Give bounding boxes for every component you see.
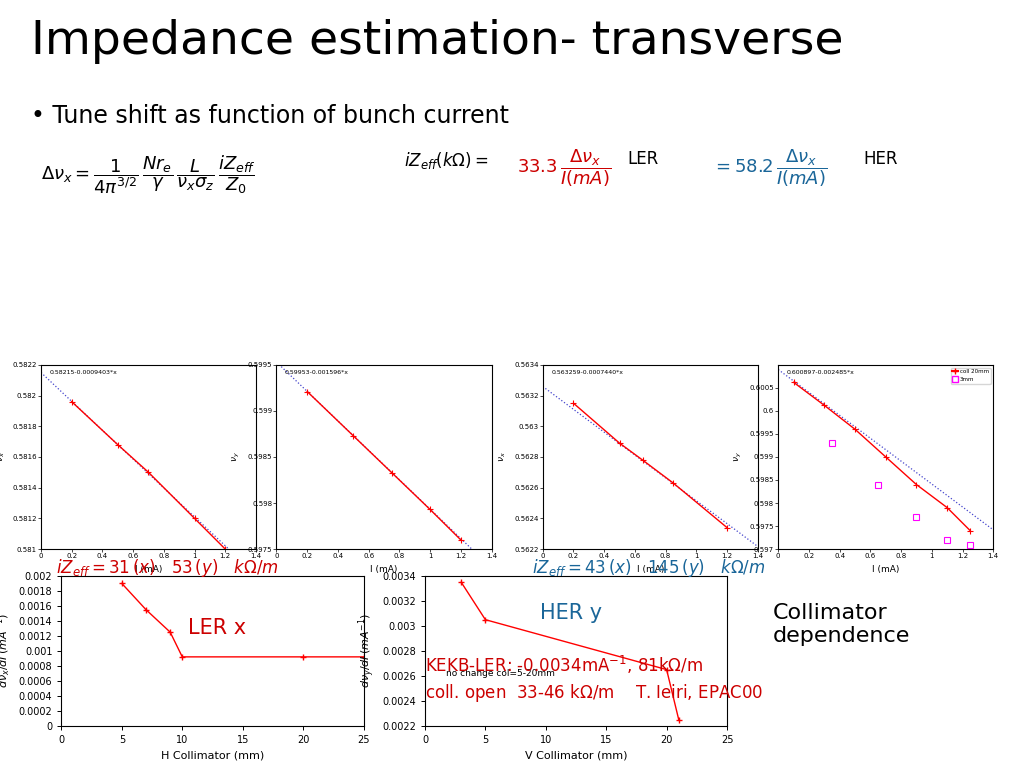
Text: 0.600897-0.002485*x: 0.600897-0.002485*x <box>786 370 855 376</box>
Text: $33.3\,\dfrac{\Delta\nu_x}{I(mA)}$: $33.3\,\dfrac{\Delta\nu_x}{I(mA)}$ <box>517 147 611 189</box>
Text: HER y: HER y <box>540 603 602 623</box>
Text: $iZ_{eff}(k\Omega) = $: $iZ_{eff}(k\Omega) = $ <box>404 150 489 170</box>
Y-axis label: $\nu_x$: $\nu_x$ <box>0 452 6 462</box>
Legend: coll 20mm, 3mm: coll 20mm, 3mm <box>951 368 990 384</box>
Text: 0.58215-0.0009403*x: 0.58215-0.0009403*x <box>49 370 118 376</box>
Text: LER x: LER x <box>188 618 247 638</box>
Y-axis label: $\nu_y$: $\nu_y$ <box>231 452 243 462</box>
Text: HER: HER <box>863 150 898 167</box>
X-axis label: I (mA): I (mA) <box>135 564 162 574</box>
Text: 0.59953-0.001596*x: 0.59953-0.001596*x <box>285 370 349 376</box>
Text: $iZ_{eff} = 31\,(x)\quad 53\,(y)\quad k\Omega/m$: $iZ_{eff} = 31\,(x)\quad 53\,(y)\quad k\… <box>56 557 280 579</box>
Y-axis label: $\nu_y$: $\nu_y$ <box>733 452 743 462</box>
X-axis label: H Collimator (mm): H Collimator (mm) <box>161 750 264 760</box>
Text: 0.563259-0.0007440*x: 0.563259-0.0007440*x <box>551 370 624 376</box>
Y-axis label: $d\nu_x/dI\,(mA^{-1})$: $d\nu_x/dI\,(mA^{-1})$ <box>0 614 13 688</box>
X-axis label: I (mA): I (mA) <box>371 564 397 574</box>
Text: $\Delta\nu_x = \dfrac{1}{4\pi^{3/2}}\,\dfrac{Nr_e}{\gamma}\,\dfrac{L}{\nu_x\sigm: $\Delta\nu_x = \dfrac{1}{4\pi^{3/2}}\,\d… <box>41 154 256 197</box>
Text: no change col=5-20mm: no change col=5-20mm <box>446 669 555 678</box>
X-axis label: I (mA): I (mA) <box>872 564 899 574</box>
Text: LER: LER <box>628 150 659 167</box>
Text: $= 58.2\,\dfrac{\Delta\nu_x}{I(mA)}$: $= 58.2\,\dfrac{\Delta\nu_x}{I(mA)}$ <box>712 147 827 189</box>
X-axis label: I (mA): I (mA) <box>637 564 664 574</box>
Text: $iZ_{eff} = 43\,(x)\quad 145\,(y)\quad k\Omega/m$: $iZ_{eff} = 43\,(x)\quad 145\,(y)\quad k… <box>532 557 766 579</box>
Y-axis label: $d\nu_y/dI\,(mA^{-1})$: $d\nu_y/dI\,(mA^{-1})$ <box>355 614 377 688</box>
X-axis label: V Collimator (mm): V Collimator (mm) <box>524 750 628 760</box>
Text: • Tune shift as function of bunch current: • Tune shift as function of bunch curren… <box>31 104 509 127</box>
Y-axis label: $\nu_x$: $\nu_x$ <box>498 452 509 462</box>
Text: Impedance estimation- transverse: Impedance estimation- transverse <box>31 19 843 65</box>
Text: Collimator
dependence: Collimator dependence <box>773 603 910 646</box>
Text: coll. open  33-46 k$\Omega$/m    T. Ieiri, EPAC00: coll. open 33-46 k$\Omega$/m T. Ieiri, E… <box>425 682 763 704</box>
Text: KEKB-LER: -0.0034mA$^{-1}$, 81k$\Omega$/m: KEKB-LER: -0.0034mA$^{-1}$, 81k$\Omega$/… <box>425 654 702 677</box>
